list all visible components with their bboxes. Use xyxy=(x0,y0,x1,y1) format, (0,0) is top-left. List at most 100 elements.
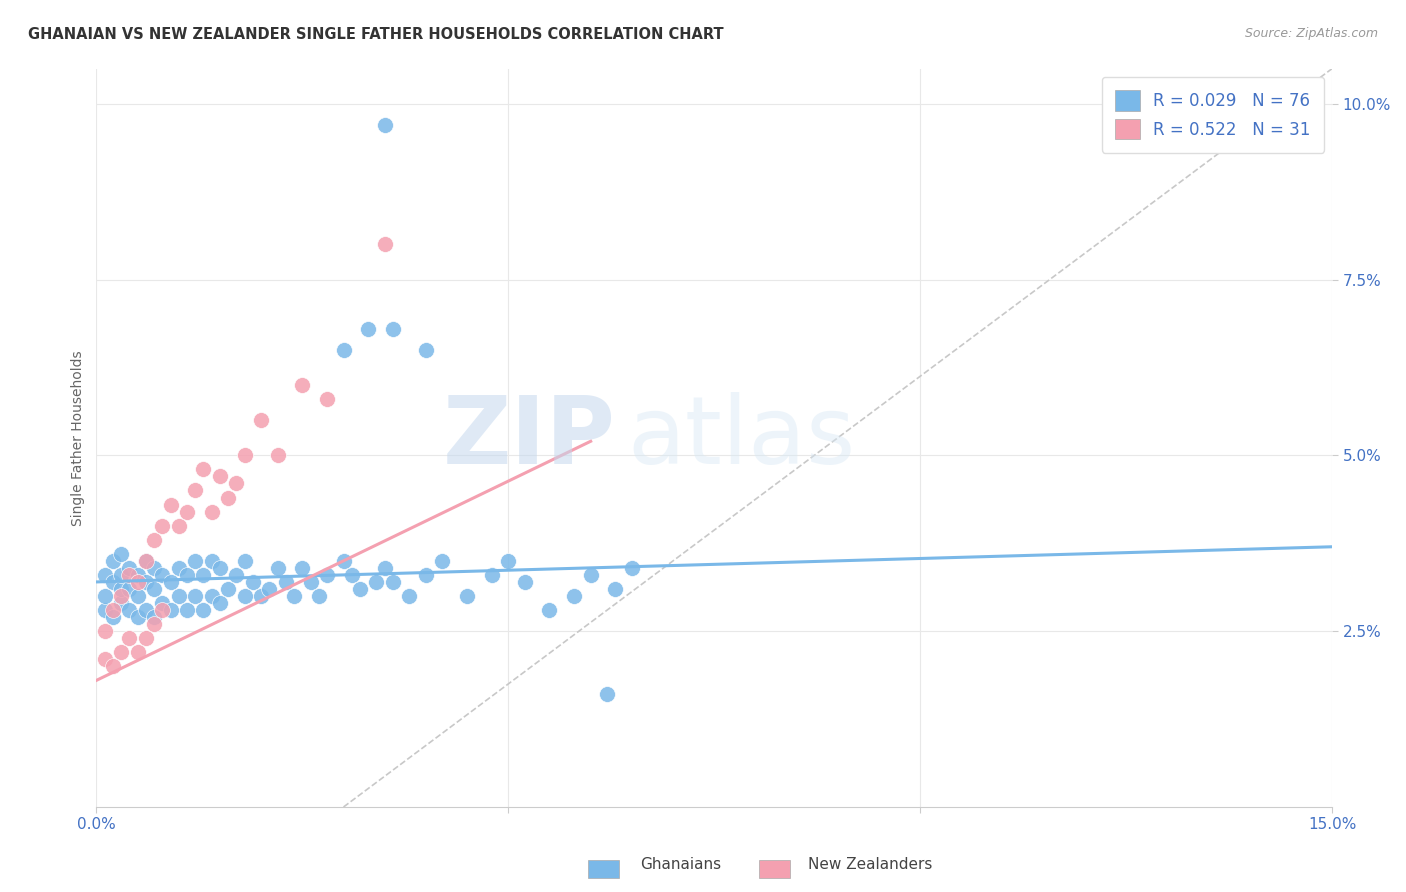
Point xyxy=(118,631,141,645)
Point xyxy=(101,574,124,589)
Point xyxy=(299,574,322,589)
Point xyxy=(150,596,173,610)
Point xyxy=(415,568,437,582)
Point xyxy=(283,589,305,603)
Point xyxy=(233,448,256,462)
Point xyxy=(217,491,239,505)
Point xyxy=(143,533,166,547)
Point xyxy=(159,498,181,512)
Point xyxy=(184,589,207,603)
Point xyxy=(208,469,231,483)
Point xyxy=(415,343,437,357)
Point xyxy=(374,561,396,575)
Point xyxy=(150,603,173,617)
Point xyxy=(101,603,124,617)
Text: Ghanaians: Ghanaians xyxy=(640,857,721,872)
Point xyxy=(259,582,281,596)
Point xyxy=(135,554,157,568)
Point xyxy=(513,574,536,589)
Point xyxy=(101,610,124,624)
Point xyxy=(381,574,404,589)
Point xyxy=(93,624,115,639)
Point xyxy=(110,568,132,582)
Point xyxy=(432,554,454,568)
Point xyxy=(176,603,198,617)
Legend: R = 0.029   N = 76, R = 0.522   N = 31: R = 0.029 N = 76, R = 0.522 N = 31 xyxy=(1101,77,1324,153)
Point xyxy=(381,322,404,336)
Point xyxy=(127,574,149,589)
Point xyxy=(193,568,215,582)
Point xyxy=(266,561,288,575)
Point xyxy=(605,582,627,596)
Point xyxy=(150,518,173,533)
Point xyxy=(167,589,190,603)
Point xyxy=(110,645,132,659)
Point xyxy=(110,596,132,610)
Point xyxy=(374,118,396,132)
Point xyxy=(274,574,297,589)
Point xyxy=(357,322,380,336)
Point xyxy=(340,568,363,582)
Point xyxy=(332,343,354,357)
Point xyxy=(308,589,330,603)
Point xyxy=(250,413,273,427)
Point xyxy=(349,582,371,596)
Point xyxy=(201,554,224,568)
Point xyxy=(127,589,149,603)
Point xyxy=(135,554,157,568)
Point xyxy=(118,561,141,575)
Point xyxy=(101,554,124,568)
Point xyxy=(101,659,124,673)
Point xyxy=(398,589,420,603)
Point xyxy=(596,688,619,702)
Point xyxy=(127,645,149,659)
Point xyxy=(456,589,478,603)
Point xyxy=(291,378,314,392)
Point xyxy=(620,561,643,575)
Point xyxy=(110,582,132,596)
Point xyxy=(135,574,157,589)
Point xyxy=(127,568,149,582)
Point xyxy=(250,589,273,603)
Point xyxy=(118,568,141,582)
Point xyxy=(93,603,115,617)
Point xyxy=(316,392,339,406)
Point xyxy=(118,582,141,596)
Point xyxy=(366,574,388,589)
Point xyxy=(167,518,190,533)
Point xyxy=(538,603,561,617)
Point xyxy=(481,568,503,582)
Point xyxy=(201,589,224,603)
Point xyxy=(127,610,149,624)
Text: Source: ZipAtlas.com: Source: ZipAtlas.com xyxy=(1244,27,1378,40)
Point xyxy=(167,561,190,575)
Text: atlas: atlas xyxy=(627,392,856,483)
Point xyxy=(201,505,224,519)
Point xyxy=(316,568,339,582)
Point xyxy=(110,589,132,603)
Text: GHANAIAN VS NEW ZEALANDER SINGLE FATHER HOUSEHOLDS CORRELATION CHART: GHANAIAN VS NEW ZEALANDER SINGLE FATHER … xyxy=(28,27,724,42)
Point xyxy=(579,568,602,582)
Point xyxy=(159,574,181,589)
Point xyxy=(193,603,215,617)
Point xyxy=(143,617,166,632)
Point xyxy=(110,547,132,561)
Point xyxy=(233,589,256,603)
Text: New Zealanders: New Zealanders xyxy=(808,857,932,872)
Point xyxy=(225,476,247,491)
Point xyxy=(184,554,207,568)
Point xyxy=(193,462,215,476)
Point xyxy=(93,568,115,582)
Point xyxy=(118,603,141,617)
Point xyxy=(93,589,115,603)
Point xyxy=(143,610,166,624)
Point xyxy=(225,568,247,582)
Point xyxy=(242,574,264,589)
Point xyxy=(498,554,520,568)
Point xyxy=(332,554,354,568)
Point xyxy=(93,652,115,666)
Point xyxy=(150,568,173,582)
Point xyxy=(217,582,239,596)
Point xyxy=(562,589,585,603)
Point xyxy=(374,237,396,252)
